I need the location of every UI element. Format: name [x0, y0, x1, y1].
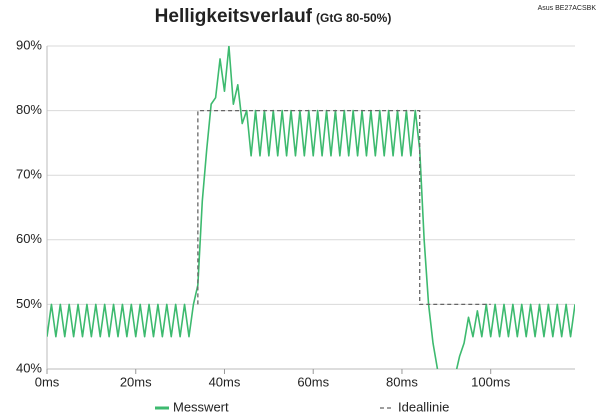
annotation: Asus BE27ACSBK [538, 5, 597, 12]
x-tick-label: 0ms [35, 374, 60, 389]
series-line [197, 109, 491, 306]
y-tick-label: 50% [16, 296, 42, 311]
chart-title: Helligkeitsverlauf [155, 6, 313, 27]
x-tick-label: 60ms [297, 374, 329, 389]
y-tick-label: 40% [16, 360, 42, 375]
y-tick-label: 70% [16, 167, 42, 182]
legend-label: Ideallinie [398, 399, 449, 414]
x-tick-label: 40ms [209, 374, 241, 389]
y-tick-label: 60% [16, 231, 42, 246]
x-tick-label: 20ms [120, 374, 152, 389]
y-tick-label: 90% [16, 37, 42, 52]
plot-area [47, 46, 575, 369]
x-tick-label: 80ms [386, 374, 418, 389]
y-tick-label: 80% [16, 102, 42, 117]
legend-label: Messwert [173, 399, 229, 414]
chart-subtitle: (GtG 80-50%) [316, 11, 391, 25]
series-line [47, 46, 575, 369]
x-tick-label: 100ms [471, 374, 511, 389]
